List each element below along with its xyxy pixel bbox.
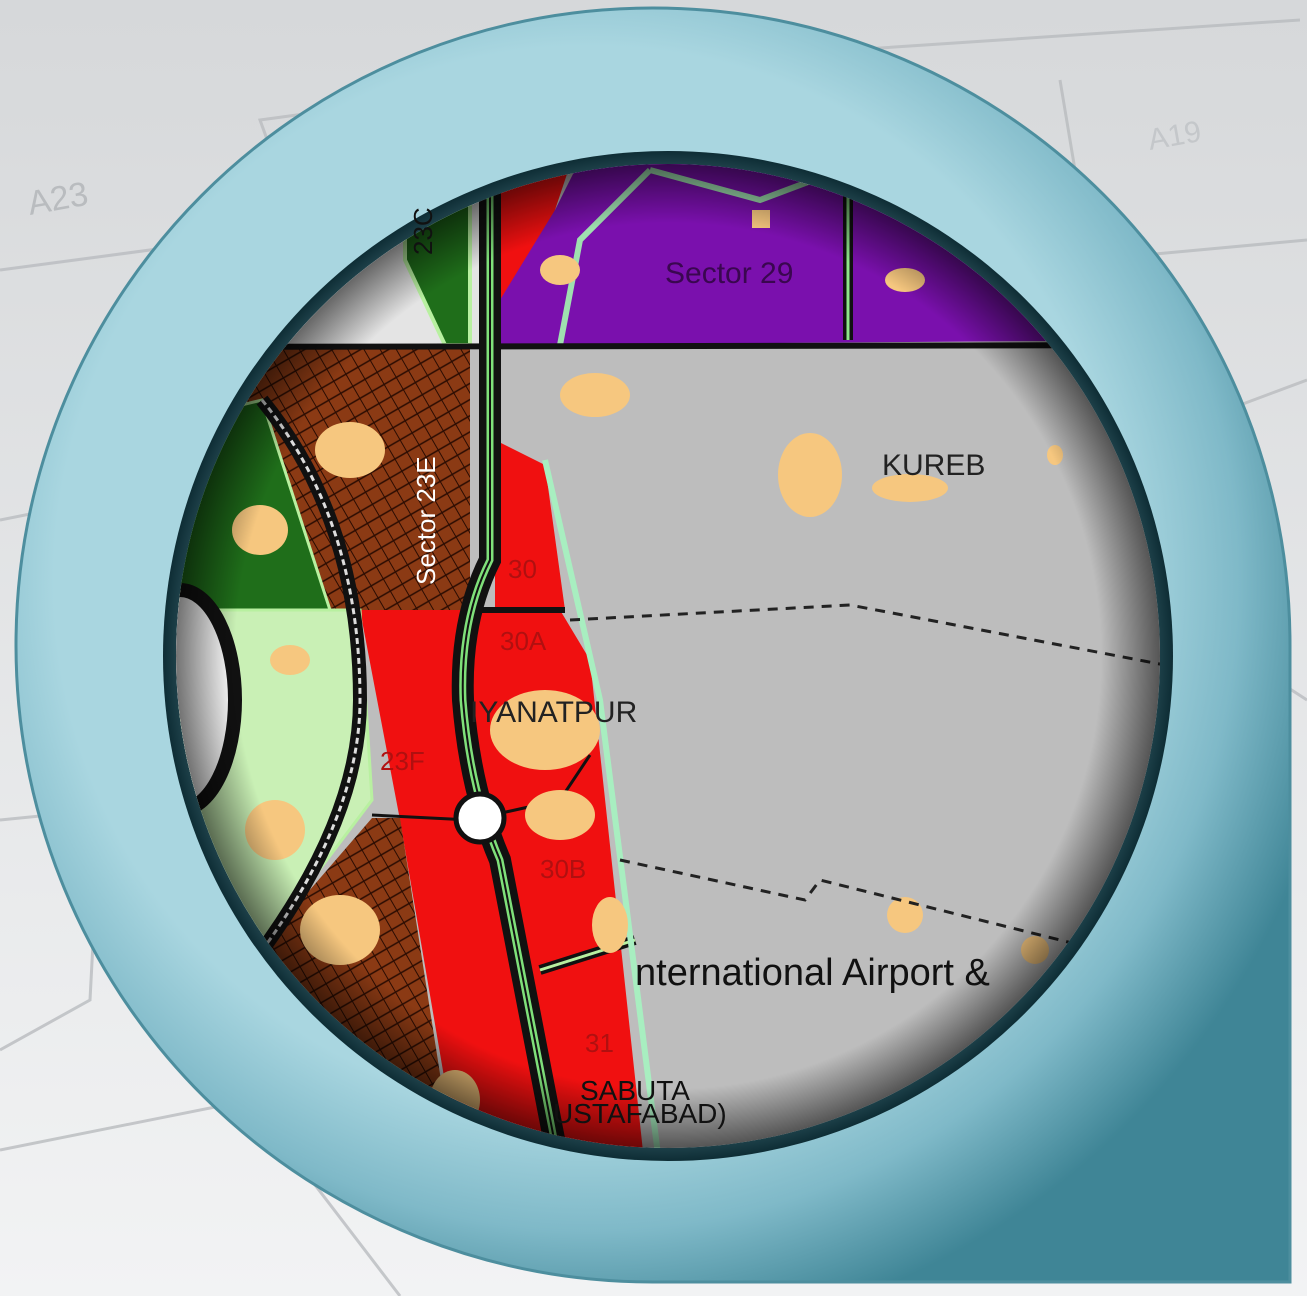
map-label: Sector 23E <box>411 456 441 585</box>
map-label: 30A <box>500 626 547 656</box>
map-label: SABUTA <box>580 1075 690 1106</box>
map-label: 23C <box>408 207 438 255</box>
map-label: 23F <box>380 746 425 776</box>
map-label: IYANATPUR <box>470 696 637 729</box>
map-label: 30B <box>540 854 586 884</box>
map-label: nternational Airport & <box>635 952 990 994</box>
map-label: 30 <box>508 554 537 584</box>
map-labels: 23C Sector 29 KUREB Sector 23E 30 30A IY… <box>380 207 990 1129</box>
map-label: Sector 29 <box>665 257 793 290</box>
map-label: USTAFABAD) <box>553 1098 727 1129</box>
map-label: 31 <box>585 1028 614 1058</box>
map-label: KUREB <box>882 449 985 482</box>
